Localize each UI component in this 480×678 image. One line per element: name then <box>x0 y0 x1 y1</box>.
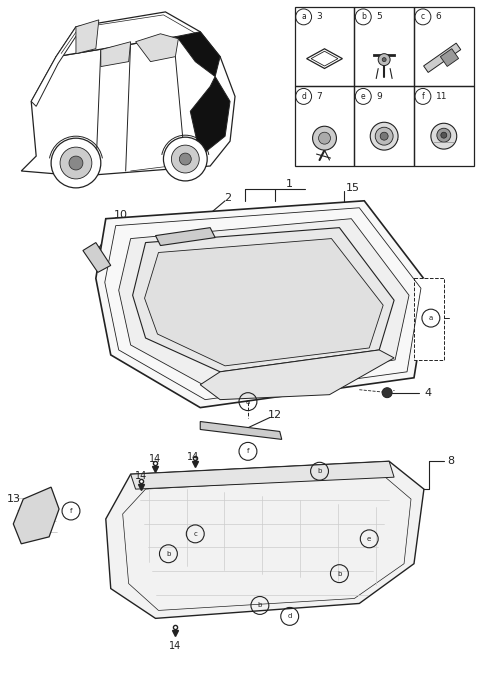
Circle shape <box>51 138 101 188</box>
Text: d: d <box>288 614 292 620</box>
Polygon shape <box>414 279 444 360</box>
Circle shape <box>60 147 92 179</box>
Text: 14: 14 <box>134 471 147 481</box>
Text: a: a <box>301 12 306 22</box>
Text: e: e <box>361 92 366 101</box>
Circle shape <box>431 123 457 149</box>
Polygon shape <box>132 228 394 372</box>
Text: c: c <box>193 531 197 537</box>
Text: b: b <box>361 12 366 22</box>
Circle shape <box>380 132 388 140</box>
Bar <box>295 87 354 166</box>
Text: 9: 9 <box>376 92 382 101</box>
Polygon shape <box>136 34 179 62</box>
Text: b: b <box>337 571 342 576</box>
Polygon shape <box>175 32 220 77</box>
Circle shape <box>441 132 447 138</box>
Text: a: a <box>429 315 433 321</box>
Polygon shape <box>56 12 220 57</box>
Text: f: f <box>70 508 72 514</box>
Circle shape <box>312 126 336 150</box>
Circle shape <box>171 145 199 173</box>
Text: 3: 3 <box>316 12 322 22</box>
Bar <box>354 87 414 166</box>
Polygon shape <box>31 27 79 106</box>
Polygon shape <box>119 219 409 390</box>
Circle shape <box>382 388 392 398</box>
Polygon shape <box>96 201 429 407</box>
Polygon shape <box>83 243 111 273</box>
Text: 14: 14 <box>149 454 162 464</box>
Text: 14: 14 <box>169 641 181 651</box>
Circle shape <box>370 122 398 150</box>
Bar <box>440 49 458 66</box>
Polygon shape <box>424 43 461 73</box>
Text: 6: 6 <box>436 12 442 22</box>
Bar <box>414 7 474 87</box>
Text: 12: 12 <box>268 410 282 420</box>
Bar <box>354 7 414 87</box>
Text: 15: 15 <box>345 183 360 193</box>
Circle shape <box>69 156 83 170</box>
Text: 4: 4 <box>425 388 432 398</box>
Circle shape <box>378 54 390 66</box>
Text: f: f <box>247 448 249 454</box>
Text: d: d <box>301 92 306 101</box>
Circle shape <box>319 132 330 144</box>
Text: 11: 11 <box>436 92 447 101</box>
Bar <box>414 87 474 166</box>
Text: 14: 14 <box>187 452 199 462</box>
Text: 7: 7 <box>316 92 322 101</box>
Text: b: b <box>258 603 262 608</box>
Text: 5: 5 <box>376 12 382 22</box>
Text: e: e <box>367 536 372 542</box>
Text: 2: 2 <box>225 193 232 203</box>
Circle shape <box>180 153 192 165</box>
Polygon shape <box>144 239 383 366</box>
Text: b: b <box>317 468 322 474</box>
Text: f: f <box>421 92 424 101</box>
Text: 8: 8 <box>447 456 454 466</box>
Polygon shape <box>13 487 59 544</box>
Text: 1: 1 <box>286 179 293 189</box>
Polygon shape <box>200 422 282 439</box>
Polygon shape <box>190 77 230 156</box>
Polygon shape <box>101 42 131 66</box>
Polygon shape <box>21 37 235 176</box>
Polygon shape <box>106 461 424 618</box>
Polygon shape <box>156 228 215 245</box>
Text: 10: 10 <box>114 210 128 220</box>
Polygon shape <box>131 461 394 489</box>
Text: b: b <box>166 551 170 557</box>
Text: a: a <box>246 399 250 405</box>
Polygon shape <box>200 350 394 399</box>
Circle shape <box>375 127 393 145</box>
Bar <box>295 7 354 87</box>
Text: 13: 13 <box>6 494 20 504</box>
Polygon shape <box>76 20 99 54</box>
Circle shape <box>437 128 451 142</box>
Circle shape <box>382 58 386 62</box>
Circle shape <box>164 137 207 181</box>
Text: c: c <box>421 12 425 22</box>
